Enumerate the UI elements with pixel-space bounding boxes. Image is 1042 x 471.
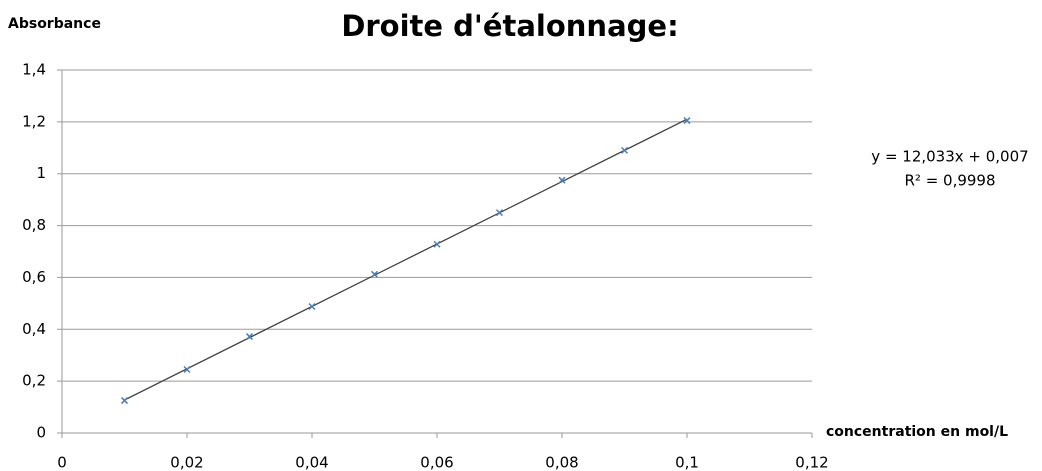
x-axis-label: concentration en mol/L <box>826 424 1008 440</box>
data-point <box>558 176 566 184</box>
data-point <box>620 146 629 154</box>
data-point <box>308 302 316 310</box>
data-point <box>433 240 441 248</box>
x-tick-label: 0,04 <box>295 454 328 471</box>
trendline <box>124 118 688 401</box>
data-point <box>370 270 379 278</box>
trendline-equation: y = 12,033x + 0,007 <box>871 148 1028 166</box>
x-tick-label: 0,1 <box>675 454 699 471</box>
y-tick-label: 0,2 <box>22 372 46 390</box>
x-tick-label: 0,06 <box>420 454 453 471</box>
data-point <box>245 333 254 341</box>
data-point <box>120 397 129 405</box>
x-tick-label: 0,08 <box>545 454 578 471</box>
x-tick-label: 0,12 <box>795 454 828 471</box>
x-tick-label: 0,02 <box>170 454 203 471</box>
y-axis-label: Absorbance <box>8 16 101 32</box>
data-point <box>683 117 691 125</box>
x-tick-label: 0 <box>57 454 67 471</box>
data-point <box>183 365 191 374</box>
y-tick-label: 1,2 <box>22 112 46 130</box>
y-tick-label: 0,8 <box>22 216 46 234</box>
y-tick-label: 0,6 <box>22 268 46 286</box>
y-tick-label: 1,4 <box>22 61 46 79</box>
chart-title: Droite d'étalonnage: <box>341 9 678 43</box>
data-point <box>495 209 504 217</box>
trendline-r2: R² = 0,9998 <box>904 172 995 190</box>
y-tick-label: 0 <box>36 424 46 442</box>
y-tick-label: 0,4 <box>22 320 46 338</box>
y-tick-label: 1 <box>36 164 46 182</box>
